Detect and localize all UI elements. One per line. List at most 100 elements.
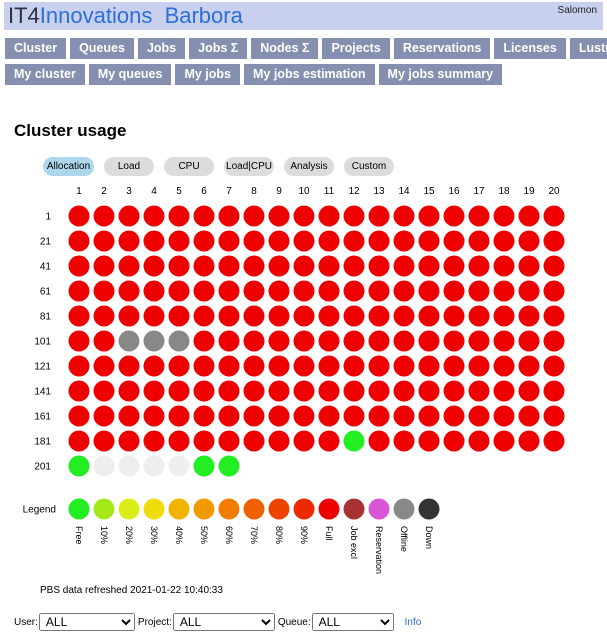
node-circle[interactable] [543,280,565,302]
user-filter-select[interactable]: ALL [38,613,135,631]
node-circle[interactable] [168,280,190,302]
nav-licenses[interactable]: Licenses [494,38,566,59]
node-circle[interactable] [168,455,190,477]
node-circle[interactable] [218,405,240,427]
node-circle[interactable] [368,430,390,452]
nav-projects[interactable]: Projects [322,38,390,59]
node-circle[interactable] [293,205,315,227]
node-circle[interactable] [318,380,340,402]
nav-lustre[interactable]: Lustre [569,38,607,59]
node-circle[interactable] [418,430,440,452]
node-circle[interactable] [218,280,240,302]
node-circle[interactable] [418,330,440,352]
node-circle[interactable] [293,355,315,377]
node-circle[interactable] [243,430,265,452]
node-circle[interactable] [418,255,440,277]
tab-load-cpu[interactable]: Load|CPU [224,157,274,176]
node-circle[interactable] [68,230,90,252]
node-circle[interactable] [393,330,415,352]
node-circle[interactable] [268,380,290,402]
node-circle[interactable] [243,330,265,352]
node-circle[interactable] [268,355,290,377]
node-circle[interactable] [243,205,265,227]
node-circle[interactable] [368,205,390,227]
node-circle[interactable] [393,230,415,252]
node-circle[interactable] [418,305,440,327]
tab-allocation[interactable]: Allocation [43,157,94,176]
nav-nodes-sum[interactable]: Nodes Σ [251,38,319,59]
node-circle[interactable] [68,405,90,427]
nav-my-jobs[interactable]: My jobs [175,64,240,85]
node-circle[interactable] [518,380,540,402]
node-circle[interactable] [193,355,215,377]
node-circle[interactable] [193,255,215,277]
node-circle[interactable] [468,255,490,277]
node-circle[interactable] [393,405,415,427]
node-circle[interactable] [343,255,365,277]
node-circle[interactable] [268,430,290,452]
node-circle[interactable] [68,255,90,277]
node-circle[interactable] [443,205,465,227]
node-circle[interactable] [543,380,565,402]
node-circle[interactable] [193,455,215,477]
node-circle[interactable] [443,380,465,402]
node-circle[interactable] [93,255,115,277]
node-circle[interactable] [443,280,465,302]
node-circle[interactable] [168,355,190,377]
node-circle[interactable] [468,380,490,402]
node-circle[interactable] [143,355,165,377]
node-circle[interactable] [143,405,165,427]
nav-cluster[interactable]: Cluster [5,38,67,59]
node-circle[interactable] [243,255,265,277]
node-circle[interactable] [318,255,340,277]
node-circle[interactable] [418,205,440,227]
node-circle[interactable] [368,355,390,377]
node-circle[interactable] [418,380,440,402]
node-circle[interactable] [343,405,365,427]
node-circle[interactable] [168,330,190,352]
node-circle[interactable] [343,330,365,352]
node-circle[interactable] [68,430,90,452]
node-circle[interactable] [493,405,515,427]
node-circle[interactable] [543,205,565,227]
node-circle[interactable] [243,280,265,302]
node-circle[interactable] [418,405,440,427]
node-circle[interactable] [168,380,190,402]
node-circle[interactable] [493,430,515,452]
node-circle[interactable] [293,330,315,352]
node-circle[interactable] [493,230,515,252]
node-circle[interactable] [468,305,490,327]
node-circle[interactable] [68,305,90,327]
node-circle[interactable] [193,430,215,452]
project-filter-select[interactable]: ALL [172,613,275,631]
node-circle[interactable] [143,455,165,477]
tab-analysis[interactable]: Analysis [284,157,334,176]
node-circle[interactable] [268,205,290,227]
node-circle[interactable] [68,455,90,477]
node-circle[interactable] [143,305,165,327]
node-circle[interactable] [368,305,390,327]
node-circle[interactable] [418,230,440,252]
node-circle[interactable] [468,430,490,452]
tab-load[interactable]: Load [104,157,154,176]
nav-jobs-sum[interactable]: Jobs Σ [189,38,248,59]
node-circle[interactable] [318,230,340,252]
node-circle[interactable] [218,455,240,477]
nav-my-queues[interactable]: My queues [88,64,172,85]
node-circle[interactable] [293,280,315,302]
tab-cpu[interactable]: CPU [164,157,214,176]
node-circle[interactable] [268,305,290,327]
node-circle[interactable] [168,405,190,427]
node-circle[interactable] [168,255,190,277]
node-circle[interactable] [443,405,465,427]
node-circle[interactable] [493,355,515,377]
node-circle[interactable] [118,305,140,327]
node-circle[interactable] [93,230,115,252]
node-circle[interactable] [493,380,515,402]
info-link[interactable]: Info [404,616,422,628]
queue-filter-select[interactable]: ALL [311,613,394,631]
node-circle[interactable] [493,305,515,327]
node-circle[interactable] [118,330,140,352]
node-circle[interactable] [343,355,365,377]
node-circle[interactable] [318,205,340,227]
